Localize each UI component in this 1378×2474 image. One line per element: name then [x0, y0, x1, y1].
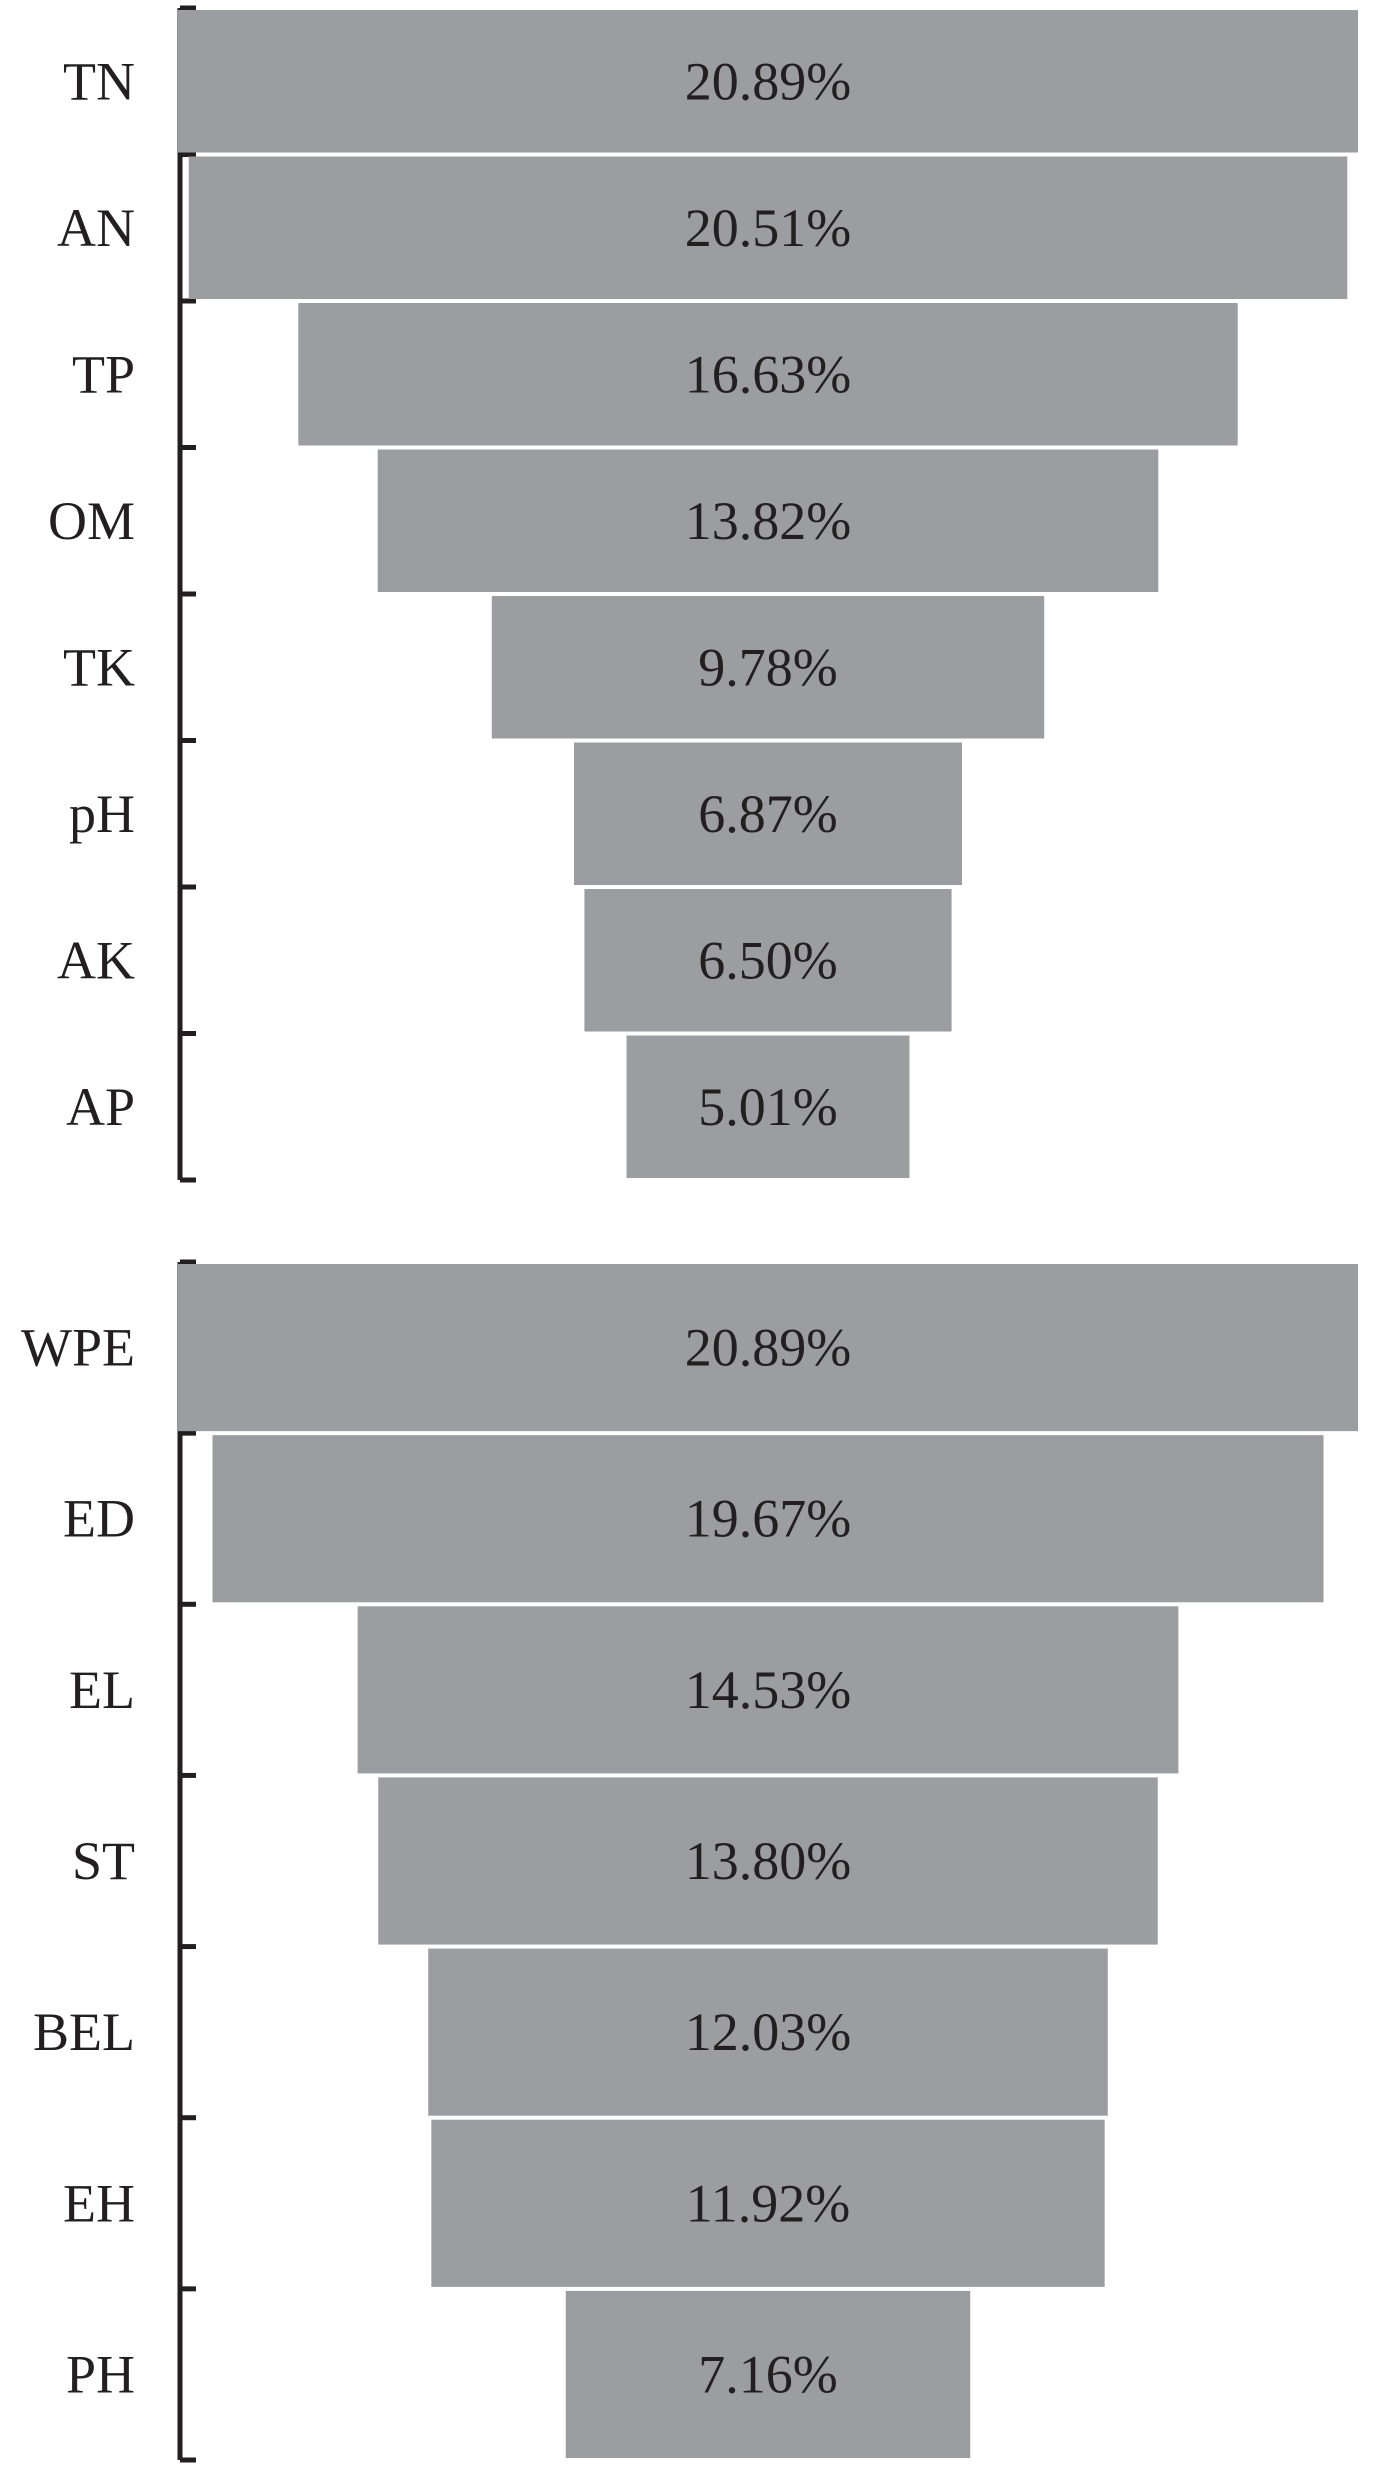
funnel-bar-OM — [377, 449, 1159, 592]
category-label: TN — [63, 51, 135, 111]
funnel-bar-ED — [212, 1435, 1324, 1603]
bar-value-label: 6.50% — [698, 930, 837, 990]
bar-value-label: 19.67% — [685, 1489, 851, 1549]
bar-value-label: 13.80% — [685, 1831, 851, 1891]
bar-value-label: 16.63% — [685, 344, 851, 404]
funnel-bar-AN — [188, 156, 1348, 299]
funnel-bar-TP — [298, 303, 1238, 446]
category-label: EL — [69, 1660, 135, 1720]
bar-value-label: 12.03% — [685, 2002, 851, 2062]
bar-value-label: 13.82% — [685, 491, 851, 551]
funnel-chart-2: 20.89% WPE 19.67% ED 14.53% EL 13.80% ST 12.03% B… — [21, 1259, 1358, 2463]
funnel-bar-ST — [378, 1777, 1158, 1945]
category-label: TP — [72, 344, 135, 404]
bar-value-label: 6.87% — [698, 784, 837, 844]
funnel-bar-TN — [178, 10, 1358, 153]
bar-value-label: 9.78% — [698, 637, 837, 697]
category-label: ED — [63, 1489, 135, 1549]
bar-value-label: 14.53% — [685, 1660, 851, 1720]
funnel-bar-pH — [573, 742, 963, 885]
bar-value-label: 20.51% — [685, 198, 851, 258]
funnel-bar-BEL — [428, 1948, 1108, 2116]
category-label: BEL — [33, 2002, 135, 2062]
category-label: WPE — [21, 1318, 135, 1378]
bar-value-label: 5.01% — [698, 1077, 837, 1137]
category-label: AP — [66, 1077, 135, 1137]
category-label: ST — [72, 1831, 135, 1891]
funnel-bar-EL — [357, 1606, 1179, 1774]
funnel-bar-PH — [565, 2290, 971, 2458]
category-label: OM — [48, 491, 135, 551]
funnel-bar-AK — [584, 889, 952, 1032]
category-label: EH — [63, 2173, 135, 2233]
funnel-chart-1: 20.89% TN 20.51% AN 16.63% TP 13.82% OM 9.78% TK 6… — [48, 5, 1358, 1183]
funnel-bar-AP — [626, 1035, 910, 1178]
category-label: PH — [66, 2344, 135, 2404]
funnel-bar-EH — [431, 2119, 1105, 2287]
category-label: TK — [63, 637, 135, 697]
category-label: pH — [69, 784, 135, 844]
bar-value-label: 20.89% — [685, 51, 851, 111]
category-label: AK — [57, 930, 135, 990]
bar-value-label: 11.92% — [686, 2173, 850, 2233]
bar-value-label: 7.16% — [698, 2344, 837, 2404]
funnel-bar-TK — [491, 596, 1045, 739]
category-label: AN — [57, 198, 135, 258]
bar-value-label: 20.89% — [685, 1318, 851, 1378]
funnel-bar-WPE — [178, 1264, 1358, 1432]
